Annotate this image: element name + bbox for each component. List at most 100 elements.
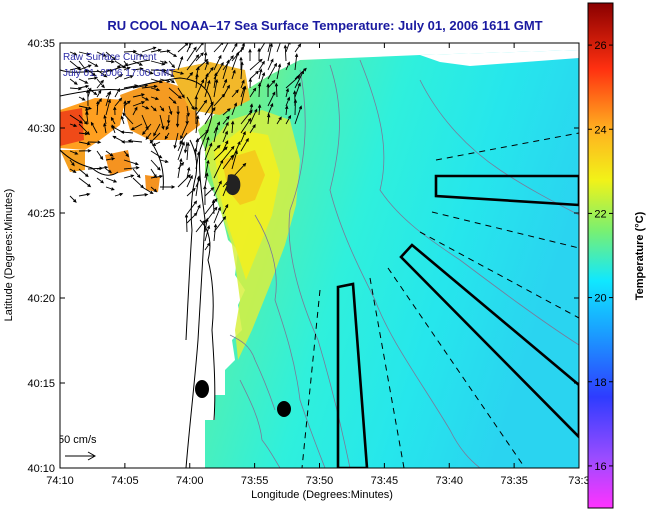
current-vector bbox=[276, 116, 282, 125]
current-vector bbox=[159, 105, 165, 112]
map-title: RU COOL NOAA–17 Sea Surface Temperature:… bbox=[107, 18, 542, 33]
current-vector bbox=[159, 114, 165, 130]
y-tick-label: 40:10 bbox=[27, 463, 55, 475]
current-vector bbox=[285, 114, 292, 125]
current-vector bbox=[204, 101, 214, 116]
current-vector bbox=[204, 66, 214, 80]
current-vector bbox=[152, 141, 161, 146]
current-vector bbox=[213, 72, 218, 89]
current-vector bbox=[132, 83, 149, 89]
current-vector bbox=[150, 174, 164, 179]
colorbar bbox=[587, 2, 614, 509]
current-vector bbox=[85, 110, 89, 125]
current-vector bbox=[231, 120, 235, 134]
current-vector bbox=[166, 114, 171, 125]
current-vector bbox=[150, 48, 162, 53]
current-vector bbox=[123, 159, 139, 166]
current-vector bbox=[132, 193, 149, 197]
current-vector bbox=[249, 103, 254, 116]
current-vector bbox=[186, 141, 190, 161]
current-vector bbox=[123, 100, 127, 116]
current-vector bbox=[69, 159, 75, 167]
current-vector bbox=[96, 165, 109, 170]
current-vector bbox=[168, 51, 178, 58]
current-vector bbox=[103, 114, 107, 125]
current-vector bbox=[203, 185, 207, 206]
current-vector bbox=[141, 105, 150, 110]
current-vector bbox=[195, 66, 200, 80]
current-vector bbox=[105, 150, 114, 157]
current-vector bbox=[132, 51, 144, 57]
current-vector bbox=[96, 150, 104, 161]
current-vector bbox=[69, 168, 77, 173]
current-vector bbox=[285, 75, 301, 89]
current-vector bbox=[203, 51, 208, 62]
current-vector bbox=[110, 116, 116, 125]
current-vector bbox=[150, 68, 168, 73]
current-vector bbox=[105, 68, 114, 73]
current-vector bbox=[168, 60, 176, 69]
current-vector bbox=[159, 78, 171, 83]
current-vector bbox=[193, 147, 198, 161]
current-vector bbox=[204, 72, 209, 89]
mooring-marker-west bbox=[195, 380, 209, 398]
current-vector bbox=[222, 140, 229, 152]
current-vector bbox=[78, 78, 89, 84]
current-vector bbox=[132, 101, 146, 107]
current-vector bbox=[213, 146, 228, 161]
y-axis-ticks: 40:35 40:30 40:25 40:20 40:15 40:10 bbox=[27, 38, 579, 475]
current-vector bbox=[213, 206, 221, 224]
current-vector bbox=[240, 137, 249, 152]
current-vector bbox=[168, 87, 182, 99]
current-vector bbox=[150, 105, 157, 112]
current-vector bbox=[184, 213, 189, 233]
current-vector bbox=[267, 102, 274, 116]
current-vector bbox=[90, 121, 98, 134]
current-vector bbox=[240, 61, 244, 80]
current-cluster bbox=[226, 174, 241, 196]
current-vector bbox=[96, 51, 107, 57]
current-vector bbox=[276, 63, 282, 80]
current-vector bbox=[204, 79, 211, 98]
current-vector bbox=[258, 43, 266, 53]
current-vector bbox=[222, 78, 228, 89]
current-vector bbox=[96, 100, 100, 116]
current-vector bbox=[87, 76, 99, 80]
current-vector bbox=[132, 60, 143, 66]
current-vector bbox=[87, 140, 102, 144]
colorbar-tick-label: 20 bbox=[594, 293, 606, 305]
current-vector bbox=[186, 96, 195, 111]
current-vector bbox=[267, 43, 271, 53]
current-vector bbox=[87, 87, 98, 96]
current-vector bbox=[69, 150, 79, 155]
colorbar-ticks: 26 24 22 20 18 16 bbox=[588, 40, 613, 473]
current-vector bbox=[78, 84, 90, 89]
current-vector bbox=[153, 123, 161, 137]
current-vector bbox=[195, 115, 200, 134]
current-vector bbox=[141, 46, 157, 53]
current-vector bbox=[204, 217, 209, 233]
current-vector bbox=[173, 132, 179, 149]
current-vector bbox=[132, 67, 144, 71]
current-vector bbox=[168, 69, 185, 75]
current-vector bbox=[123, 75, 134, 80]
current-vector bbox=[249, 87, 257, 98]
current-vector bbox=[159, 60, 168, 64]
current-vector bbox=[105, 51, 116, 61]
current-vector bbox=[150, 78, 163, 84]
current-vector bbox=[294, 82, 301, 98]
current-vector bbox=[96, 89, 102, 98]
current-vector bbox=[294, 70, 304, 89]
current-vector bbox=[78, 96, 86, 101]
current-vector bbox=[69, 78, 78, 85]
current-vector bbox=[267, 43, 273, 62]
current-vector bbox=[195, 99, 208, 116]
current-vector bbox=[195, 175, 201, 197]
current-vector bbox=[194, 105, 198, 124]
current-vector bbox=[69, 114, 83, 124]
current-vector bbox=[69, 66, 82, 71]
current-vector bbox=[105, 90, 112, 107]
current-vector bbox=[231, 69, 236, 80]
current-vector bbox=[257, 82, 262, 98]
current-vector bbox=[120, 115, 125, 125]
